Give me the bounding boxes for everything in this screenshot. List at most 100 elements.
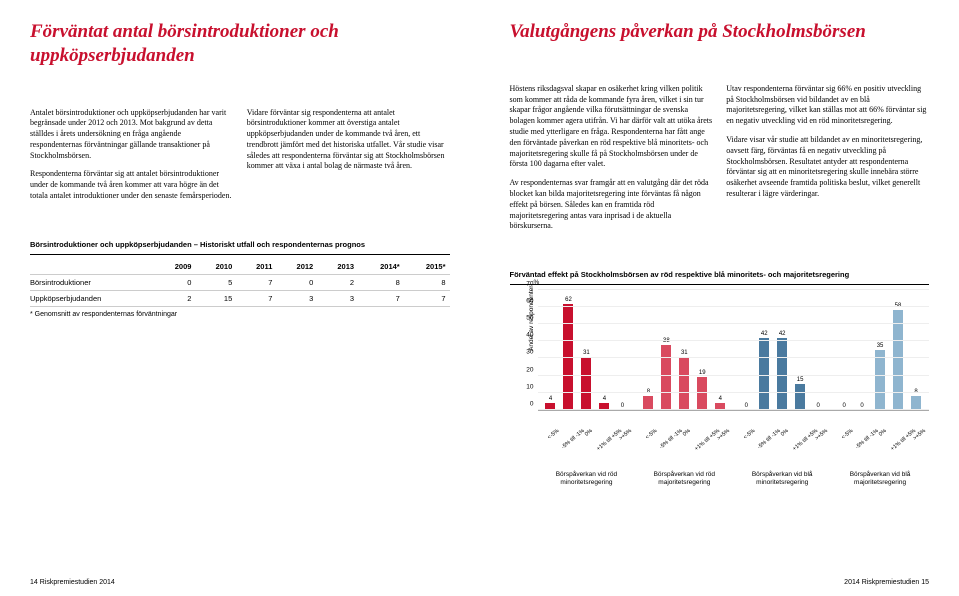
- table-cell: 8: [404, 274, 450, 290]
- left-p2: Respondenterna förväntar sig att antalet…: [30, 169, 233, 201]
- table-cell: Börsintroduktioner: [30, 274, 155, 290]
- table-cell: 3: [317, 290, 358, 306]
- left-col-2: Vidare förväntar sig respondenterna att …: [247, 108, 450, 210]
- chart-bar: [661, 345, 671, 410]
- table-cell: 7: [236, 274, 276, 290]
- table-footnote: * Genomsnitt av respondenternas förväntn…: [30, 311, 450, 318]
- table-cell: 2: [155, 290, 196, 306]
- left-p3: Vidare förväntar sig respondenterna att …: [247, 108, 450, 173]
- x-tick-label: 0%: [682, 428, 692, 438]
- gridline: [538, 289, 930, 290]
- gridline: [538, 409, 930, 410]
- gridline: [538, 340, 930, 341]
- x-tick-label: +1% till +5%: [792, 428, 819, 452]
- bar-value-label: 4: [719, 396, 722, 402]
- chart-bar: [581, 357, 591, 410]
- bar-value-label: 31: [681, 350, 688, 356]
- bar-value-label: 4: [603, 396, 606, 402]
- chart-bar: [875, 350, 885, 410]
- group-labels: Börspåverkan vid röd minoritetsregeringB…: [538, 471, 930, 487]
- gridline: [538, 306, 930, 307]
- table-block: Börsintroduktioner och uppköpserbjudande…: [30, 240, 450, 318]
- table-cell: 0: [276, 274, 317, 290]
- x-tick-label: -5% till -1%: [659, 428, 684, 450]
- table-header-cell: 2012: [276, 259, 317, 275]
- y-tick: 20: [526, 366, 533, 373]
- chart-bar: [643, 396, 653, 410]
- bar-value-label: 42: [779, 331, 786, 337]
- group-label: Börspåverkan vid röd minoritetsregering: [538, 471, 636, 487]
- x-tick-label: +1% till +5%: [890, 428, 917, 452]
- chart-bar: [679, 357, 689, 410]
- table-cell: 5: [195, 274, 236, 290]
- x-tick-label: -5% till -1%: [855, 428, 880, 450]
- right-col-2: Utav respondenterna förväntar sig 66% en…: [726, 84, 929, 240]
- right-footer: 2014 Riskpremiestudien 15: [844, 579, 929, 586]
- y-tick: 0: [530, 400, 534, 407]
- table-header-cell: 2013: [317, 259, 358, 275]
- table-cell: 15: [195, 290, 236, 306]
- chart-plot: 4<-5%62-5% till -1%310%4+1% till +5%0>+5…: [538, 291, 930, 411]
- left-body-columns: Antalet börsintroduktioner och uppköpser…: [30, 108, 450, 210]
- group-label: Börspåverkan vid röd majoritetsregering: [635, 471, 733, 487]
- right-p2: Av respondenternas svar framgår att en v…: [510, 178, 713, 232]
- x-tick-label: 0%: [780, 428, 790, 438]
- bar-chart-block: Förväntad effekt på Stockholmsbörsen av …: [510, 270, 930, 486]
- table-cell: 7: [404, 290, 450, 306]
- two-page-spread: Förväntat antal börsintroduktioner och u…: [0, 0, 959, 596]
- y-tick: 30: [526, 349, 533, 356]
- table-title: Börsintroduktioner och uppköpserbjudande…: [30, 240, 450, 255]
- table-cell: 3: [276, 290, 317, 306]
- left-footer: 14 Riskpremiestudien 2014: [30, 579, 115, 586]
- y-tick: 50: [526, 315, 533, 322]
- left-heading: Förväntat antal börsintroduktioner och u…: [30, 20, 450, 68]
- x-tick-label: +1% till +5%: [694, 428, 721, 452]
- bar-value-label: 4: [549, 396, 552, 402]
- bar-value-label: 35: [877, 343, 884, 349]
- table-cell: Uppköpserbjudanden: [30, 290, 155, 306]
- bar-value-label: 15: [797, 377, 804, 383]
- table-cell: 7: [236, 290, 276, 306]
- x-tick-label: +1% till +5%: [596, 428, 623, 452]
- table-cell: 0: [155, 274, 196, 290]
- table-header-cell: 2015*: [404, 259, 450, 275]
- table-header-cell: 2009: [155, 259, 196, 275]
- right-p1: Höstens riksdagsval skapar en osäkerhet …: [510, 84, 713, 170]
- right-col-1: Höstens riksdagsval skapar en osäkerhet …: [510, 84, 713, 240]
- table-row: Börsintroduktioner0570288: [30, 274, 450, 290]
- history-table: 200920102011201220132014*2015* Börsintro…: [30, 259, 450, 307]
- table-header-cell: 2011: [236, 259, 276, 275]
- left-p1: Antalet börsintroduktioner och uppköpser…: [30, 108, 233, 162]
- table-header-cell: 2014*: [358, 259, 404, 275]
- bar-value-label: 62: [565, 297, 572, 303]
- x-tick-label: -5% till -1%: [561, 428, 586, 450]
- chart-bar: [795, 384, 805, 410]
- y-tick: 10: [526, 383, 533, 390]
- group-label: Börspåverkan vid blå majoritetsregering: [831, 471, 929, 487]
- table-cell: 7: [358, 290, 404, 306]
- chart-bar: [893, 310, 903, 409]
- right-heading: Valutgångens påverkan på Stockholmsbörse…: [510, 20, 930, 44]
- chart-bar: [697, 377, 707, 410]
- x-tick-label: <-5%: [645, 428, 659, 441]
- right-p3: Utav respondenterna förväntar sig 66% en…: [726, 84, 929, 127]
- x-tick-label: 0%: [878, 428, 888, 438]
- left-col-1: Antalet börsintroduktioner och uppköpser…: [30, 108, 233, 210]
- right-page: Valutgångens påverkan på Stockholmsbörse…: [480, 0, 959, 596]
- x-tick-label: <-5%: [547, 428, 561, 441]
- table-cell: 8: [358, 274, 404, 290]
- gridline: [538, 357, 930, 358]
- gridline: [538, 323, 930, 324]
- table-header-cell: 2010: [195, 259, 236, 275]
- right-p4: Vidare visar vår studie att bildandet av…: [726, 135, 929, 200]
- chart-bar: [911, 396, 921, 410]
- bar-value-label: 42: [761, 331, 768, 337]
- bar-value-label: 31: [583, 350, 590, 356]
- gridline: [538, 392, 930, 393]
- chart-area: % Andel av respondenter 010203040506070 …: [538, 291, 930, 441]
- left-page: Förväntat antal börsintroduktioner och u…: [0, 0, 480, 596]
- right-body-columns: Höstens riksdagsval skapar en osäkerhet …: [510, 84, 930, 240]
- chart-title: Förväntad effekt på Stockholmsbörsen av …: [510, 270, 930, 285]
- table-header-cell: [30, 259, 155, 275]
- group-label: Börspåverkan vid blå minoritetsregering: [733, 471, 831, 487]
